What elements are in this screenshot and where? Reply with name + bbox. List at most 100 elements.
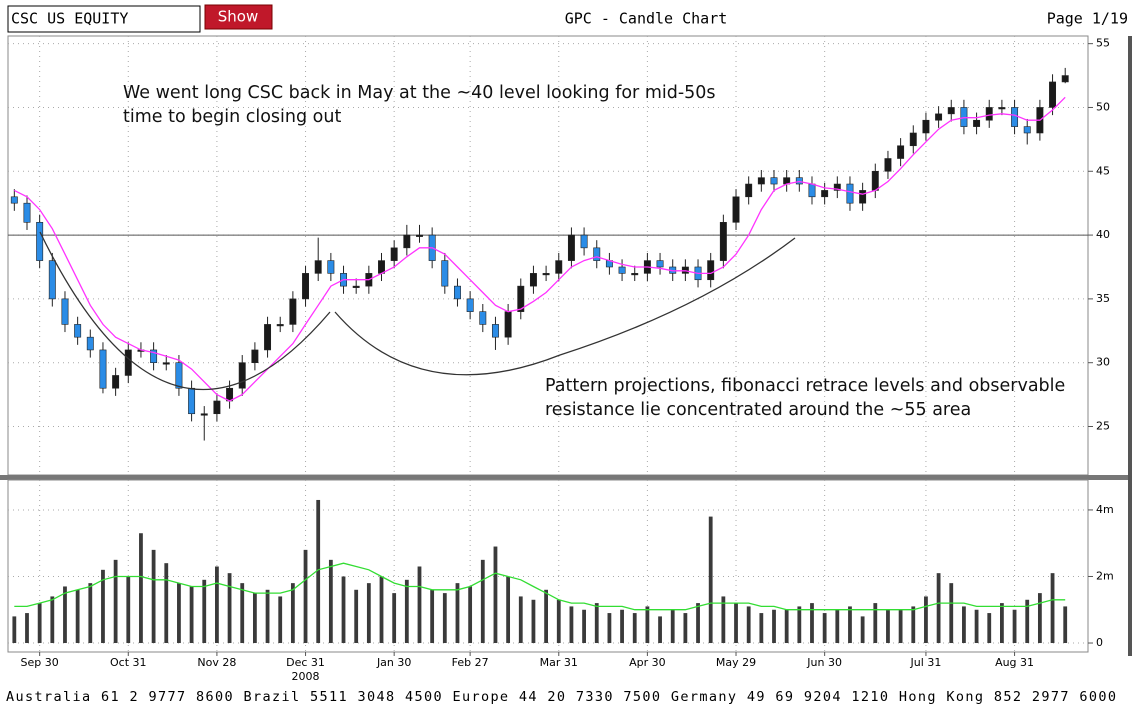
volume-bar — [75, 589, 80, 644]
candle-body — [922, 119, 930, 134]
volume-bar — [1063, 606, 1068, 644]
volume-bar — [50, 596, 55, 644]
volume-bar — [810, 603, 814, 644]
volume-bar — [404, 579, 409, 644]
volume-tick-label: 2m — [1096, 569, 1114, 582]
volume-bar — [139, 533, 143, 644]
candle-body — [23, 202, 31, 223]
volume-bar — [442, 593, 447, 644]
y-tick-label: 30 — [1096, 356, 1110, 369]
x-tick-label: Jun 30 — [806, 656, 842, 669]
cup-curve — [39, 231, 331, 391]
candle-body — [1011, 107, 1019, 127]
candle-body — [631, 273, 639, 276]
volume-bar — [886, 609, 890, 644]
candle-body — [226, 387, 234, 402]
volume-bar — [366, 583, 371, 644]
candle-body — [656, 260, 664, 268]
volume-bar — [696, 603, 700, 644]
candle-body — [821, 190, 829, 198]
volume-tick-label: 0 — [1096, 636, 1103, 649]
candle-body — [1049, 81, 1057, 108]
volume-bar — [1050, 573, 1055, 644]
volume-bar — [632, 613, 637, 644]
page-indicator: Page 1/19 — [1047, 10, 1128, 28]
candle-body — [770, 177, 778, 185]
candle-body — [707, 260, 715, 281]
candle-body — [757, 177, 765, 185]
annotation: We went long CSC back in May at the ~40 … — [123, 83, 716, 103]
panel-separator — [0, 475, 1130, 480]
candle-body — [1061, 75, 1069, 83]
candle-body — [390, 247, 398, 261]
candle-body — [162, 362, 170, 365]
ticker-text[interactable]: CSC US EQUITY — [11, 10, 128, 28]
candle-body — [859, 190, 867, 204]
volume-bar — [468, 586, 473, 644]
candle-body — [884, 158, 892, 172]
right-border — [1128, 36, 1132, 656]
candle-body — [454, 285, 461, 300]
candle-body — [479, 311, 487, 325]
candle-body — [517, 285, 525, 312]
show-button-label[interactable]: Show — [218, 8, 258, 26]
volume-bar — [670, 609, 675, 644]
volume-bar — [594, 603, 599, 644]
candle-body — [745, 183, 753, 198]
x-tick-label: May 29 — [716, 656, 756, 669]
y-tick-label: 25 — [1096, 420, 1110, 433]
cup-curve — [334, 237, 796, 376]
x-tick-label: Apr 30 — [629, 656, 666, 669]
volume-bar — [607, 613, 612, 644]
candle-body — [48, 260, 56, 300]
candle-body — [808, 183, 816, 198]
volume-bar — [860, 616, 865, 644]
candle-body — [846, 183, 854, 204]
volume-bar — [873, 603, 878, 644]
candle-body — [466, 298, 474, 312]
volume-bar — [911, 606, 916, 644]
volume-panel — [7, 479, 1089, 653]
volume-bar — [772, 609, 776, 644]
volume-tick-label: 4m — [1096, 503, 1114, 516]
volume-bar — [987, 613, 992, 644]
volume-bar — [316, 499, 321, 644]
candle-body — [403, 234, 411, 249]
candle-body — [10, 196, 18, 204]
volume-bar — [493, 546, 498, 644]
volume-bar — [645, 606, 650, 644]
volume-bar — [328, 559, 333, 644]
candle-body — [985, 107, 993, 121]
candle-body — [441, 260, 449, 287]
candle-body — [276, 324, 284, 327]
y-tick-label: 40 — [1096, 228, 1110, 241]
volume-bar — [822, 613, 827, 644]
volume-bar — [63, 586, 67, 644]
volume-bar — [177, 583, 181, 644]
show-button[interactable] — [204, 4, 273, 30]
moving-average — [14, 562, 1066, 611]
candle-body — [302, 273, 310, 300]
x-tick-label: Nov 28 — [197, 656, 236, 669]
candle-body — [150, 349, 158, 363]
volume-bar — [797, 606, 802, 644]
candle-body — [188, 387, 196, 415]
ticker-input[interactable] — [7, 5, 201, 33]
volume-bar — [392, 593, 397, 644]
volume-bar — [252, 593, 257, 644]
volume-bar — [455, 583, 460, 644]
volume-bar — [202, 579, 207, 644]
candle-body — [352, 285, 360, 288]
candle-body — [86, 336, 94, 351]
pattern-curves — [39, 231, 796, 391]
candle-body — [719, 222, 727, 261]
candle-body — [960, 107, 968, 127]
volume-bar — [417, 566, 422, 644]
volume-bar — [936, 573, 941, 644]
volume-bar — [506, 576, 511, 644]
candle-body — [1023, 126, 1031, 134]
volume-bar — [164, 563, 169, 644]
candle-body — [504, 311, 512, 338]
volume-bar — [151, 549, 156, 644]
